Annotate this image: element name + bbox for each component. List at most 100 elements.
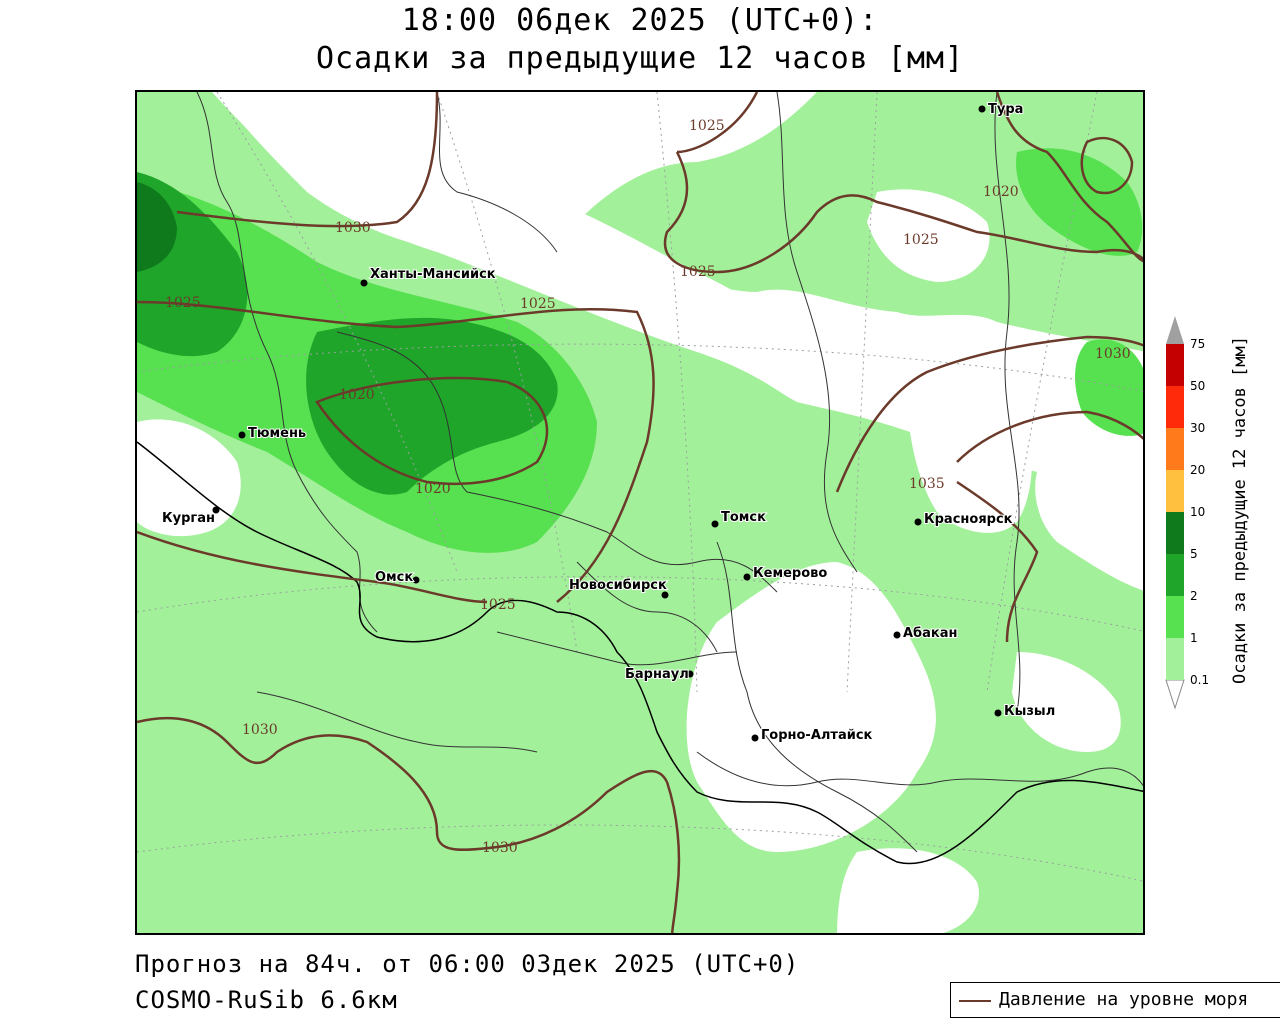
city-tura[interactable]: Тура xyxy=(978,101,1024,118)
isobar-label: 1020 xyxy=(983,184,1019,200)
colorbar-tick-label: 2 xyxy=(1190,589,1198,603)
precip-area-heavy-center xyxy=(306,317,558,495)
svg-text:Барнаул: Барнаул xyxy=(625,667,689,682)
city-barnaul[interactable]: Барнаул xyxy=(624,666,694,683)
isobar-label: 1025 xyxy=(903,232,939,248)
isobars xyxy=(137,92,1143,933)
precipitation-colorbar: 0.1 1 2 5 10 20 30 50 75 xyxy=(1165,316,1209,710)
isobar-label: 1030 xyxy=(1095,346,1131,362)
isobar-label: 1025 xyxy=(680,264,716,280)
isobar-1030-south xyxy=(665,781,681,933)
colorbar-band xyxy=(1166,470,1184,512)
dry-area-northwest xyxy=(217,92,565,252)
svg-text:Ханты-Мансийск: Ханты-Мансийск xyxy=(370,267,496,282)
isobar-label: 1030 xyxy=(335,220,371,236)
colorbar-tick-label: 30 xyxy=(1190,421,1205,435)
isobar-1025-east xyxy=(835,335,1143,493)
svg-text:Красноярск: Красноярск xyxy=(924,512,1013,527)
city-kemerovo[interactable]: Кемерово xyxy=(743,565,828,582)
city-tomsk[interactable]: Томск xyxy=(711,509,767,528)
colorbar-tick-label: 5 xyxy=(1190,547,1198,561)
city-omsk[interactable]: Омск xyxy=(374,569,420,586)
svg-text:Новосибирск: Новосибирск xyxy=(569,578,667,593)
city-kyzyl[interactable]: Кызыл xyxy=(994,703,1056,720)
colorbar-tick-label: 10 xyxy=(1190,505,1205,519)
colorbar-title: Осадки за предыдущие 12 часов [мм] xyxy=(1230,336,1250,684)
city-abakan[interactable]: Абакан xyxy=(893,625,959,642)
isobar-label: 1030 xyxy=(242,722,278,738)
map-title-variable: Осадки за предыдущие 12 часов [мм] xyxy=(315,41,965,76)
country-border xyxy=(137,441,1143,865)
precip-area-northwest xyxy=(137,92,227,202)
svg-text:Абакан: Абакан xyxy=(903,626,958,641)
isobar-label: 1020 xyxy=(415,481,451,497)
precip-area-medium-northeast xyxy=(1016,148,1143,256)
colorbar-band xyxy=(1166,428,1184,470)
isobar-1025-west xyxy=(137,300,655,603)
isobar-1030-east xyxy=(956,410,1143,463)
graticule xyxy=(137,92,1143,882)
svg-text:Курган: Курган xyxy=(162,511,215,526)
city-markers: Тура Ханты-Мансийск Тюмень Курган Омск Т… xyxy=(161,101,1056,744)
city-krasnoyarsk[interactable]: Красноярск xyxy=(914,511,1014,528)
dry-area-east2 xyxy=(1035,472,1143,591)
isobar-labels: 1025 1030 1020 1025 1025 1020 1020 1025 … xyxy=(165,118,1131,856)
isobar-1020-northeast xyxy=(995,92,1143,263)
colorbar-band xyxy=(1166,386,1184,428)
colorbar-tick-label: 75 xyxy=(1190,337,1205,351)
pressure-legend-label: Давление на уровне моря xyxy=(999,989,1249,1010)
isobar-label: 1025 xyxy=(165,295,201,311)
isobar-1020-loop xyxy=(1080,136,1134,195)
colorbar-band xyxy=(1166,344,1184,386)
colorbar-tick-label: 50 xyxy=(1190,379,1205,393)
city-gorno-altaysk[interactable]: Горно-Алтайск xyxy=(751,727,874,744)
colorbar-segments xyxy=(1165,316,1185,710)
isobar-label: 1030 xyxy=(482,840,518,856)
pressure-legend: Давление на уровне моря xyxy=(950,982,1280,1018)
colorbar-tick-label: 20 xyxy=(1190,463,1205,477)
colorbar-tick-label: 1 xyxy=(1190,631,1198,645)
dry-area-northeast xyxy=(867,189,990,282)
isobar-label: 1025 xyxy=(520,296,556,312)
isobar-1025-northeast xyxy=(676,92,759,154)
svg-text:Омск: Омск xyxy=(375,570,413,585)
isobar-1035-east xyxy=(956,480,1039,643)
colorbar-tick-label: 0.1 xyxy=(1190,673,1209,687)
svg-text:Томск: Томск xyxy=(721,510,766,525)
precipitation-map[interactable]: 1025 1030 1020 1025 1025 1020 1020 1025 … xyxy=(137,92,1145,935)
city-tyumen[interactable]: Тюмень xyxy=(238,425,307,442)
isobar-label: 1025 xyxy=(480,597,516,613)
colorbar-band xyxy=(1165,679,1185,710)
dry-area-south xyxy=(837,848,979,933)
colorbar-band xyxy=(1166,596,1184,638)
model-name: COSMO-RuSib 6.6км xyxy=(135,986,398,1014)
precip-area-veryheavy-west xyxy=(137,182,177,272)
isobar-1030-north xyxy=(176,92,439,228)
svg-text:Горно-Алтайск: Горно-Алтайск xyxy=(761,728,873,743)
precip-layer-veryheavy xyxy=(137,182,177,272)
colorbar-band xyxy=(1166,316,1184,344)
city-khanty-mansiysk[interactable]: Ханты-Мансийск xyxy=(360,266,497,287)
city-kurgan[interactable]: Курган xyxy=(161,506,220,527)
map-title-time: 18:00 06дек 2025 (UTC+0): xyxy=(401,3,879,38)
isobar-1030-southwest xyxy=(137,716,669,852)
dry-area-southeast xyxy=(1012,652,1121,752)
colorbar-labels: 0.1 1 2 5 10 20 30 50 75 xyxy=(1190,337,1209,687)
pressure-legend-line xyxy=(959,1000,991,1002)
city-novosibirsk[interactable]: Новосибирск xyxy=(568,577,669,599)
forecast-info: Прогноз на 84ч. от 06:00 03дек 2025 (UTC… xyxy=(135,950,800,978)
svg-text:Тура: Тура xyxy=(988,102,1023,117)
isobar-label: 1025 xyxy=(689,118,725,134)
isobar-label: 1020 xyxy=(339,387,375,403)
map-frame[interactable]: 1025 1030 1020 1025 1025 1020 1020 1025 … xyxy=(135,90,1145,935)
svg-text:Кызыл: Кызыл xyxy=(1004,704,1055,719)
isobar-1025-southwest xyxy=(137,530,488,604)
isobar-1025-north xyxy=(663,151,1143,274)
colorbar-band xyxy=(1166,512,1184,554)
colorbar-band xyxy=(1166,554,1184,596)
dry-area-north-band xyxy=(557,202,797,359)
isobar-label: 1035 xyxy=(909,476,945,492)
svg-text:Кемерово: Кемерово xyxy=(753,566,827,581)
colorbar-band xyxy=(1166,638,1184,680)
dry-area-east xyxy=(907,349,1032,533)
